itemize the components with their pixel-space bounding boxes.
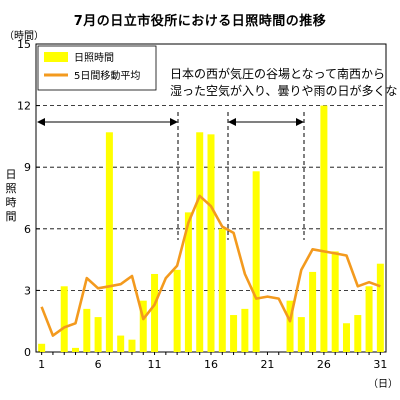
moving-average-line xyxy=(40,194,381,337)
y-axis-label-char: 日 xyxy=(6,168,17,181)
y-tick-label-3: 3 xyxy=(24,284,31,297)
bar-day-5 xyxy=(83,308,91,352)
bar-day-18 xyxy=(230,315,238,352)
chart-title: 7月の日立市役所における日照時間の推移 xyxy=(73,14,327,29)
bar-day-24 xyxy=(297,317,305,352)
bar-day-15 xyxy=(196,132,204,352)
legend-bar-swatch xyxy=(44,52,68,62)
y-axis-label-char: 照 xyxy=(6,182,17,195)
y-axis-label: 日照時間 xyxy=(6,168,17,223)
bar-day-11 xyxy=(151,273,159,352)
y-tick-label-0: 0 xyxy=(24,346,31,359)
annotation-line-2: 湿った空気が入り、曇りや雨の日が多くな xyxy=(170,83,398,98)
bar-series xyxy=(38,105,384,352)
bar-day-8 xyxy=(117,335,125,352)
y-axis-label-char: 間 xyxy=(6,210,17,223)
y-axis-ticks: 0 3 6 9 12 15 xyxy=(17,38,40,359)
bar-day-6 xyxy=(94,317,102,352)
legend-line-label: 5日間移動平均 xyxy=(74,69,140,82)
bar-day-10 xyxy=(139,300,147,352)
x-tick-label-31: 31 xyxy=(373,358,387,371)
legend: 日照時間 5日間移動平均 xyxy=(37,45,157,91)
bar-day-17 xyxy=(218,228,226,352)
y-tick-label-15: 15 xyxy=(17,38,31,51)
bar-day-4 xyxy=(72,347,80,352)
y-tick-label-9: 9 xyxy=(24,161,31,174)
bar-day-1 xyxy=(38,343,46,352)
bar-day-20 xyxy=(252,171,260,352)
x-tick-label-16: 16 xyxy=(204,358,218,371)
bar-day-31 xyxy=(376,263,384,352)
y-axis-label-char: 時 xyxy=(6,196,17,209)
bar-day-23 xyxy=(286,300,294,352)
bar-day-29 xyxy=(354,315,362,352)
bar-day-30 xyxy=(365,286,373,352)
x-tick-label-26: 26 xyxy=(317,358,331,371)
bar-day-27 xyxy=(331,251,339,352)
bar-day-9 xyxy=(128,339,136,352)
bar-day-7 xyxy=(105,132,113,352)
bar-day-28 xyxy=(342,323,350,352)
x-tick-label-21: 21 xyxy=(260,358,274,371)
y-tick-label-6: 6 xyxy=(24,223,31,236)
bar-day-25 xyxy=(309,271,317,352)
period-arrows xyxy=(37,112,305,240)
legend-bar-label: 日照時間 xyxy=(74,52,114,64)
bar-day-19 xyxy=(241,308,249,352)
x-unit-label: （日） xyxy=(368,378,398,390)
y-unit-label: （時間） xyxy=(4,30,44,42)
bar-day-13 xyxy=(173,269,181,352)
x-tick-label-11: 11 xyxy=(148,358,162,371)
y-tick-label-12: 12 xyxy=(17,100,31,113)
bar-day-16 xyxy=(207,134,215,352)
line-series xyxy=(40,194,381,337)
x-tick-label-1: 1 xyxy=(38,358,45,371)
bar-day-3 xyxy=(60,286,68,352)
annotation-line-1: 日本の西が気圧の谷場となって南西から xyxy=(170,66,385,81)
x-axis-ticks: 1 6 11 16 21 26 31 xyxy=(38,352,387,371)
bar-day-26 xyxy=(320,105,328,352)
x-tick-label-6: 6 xyxy=(95,358,102,371)
bar-day-14 xyxy=(184,212,192,352)
